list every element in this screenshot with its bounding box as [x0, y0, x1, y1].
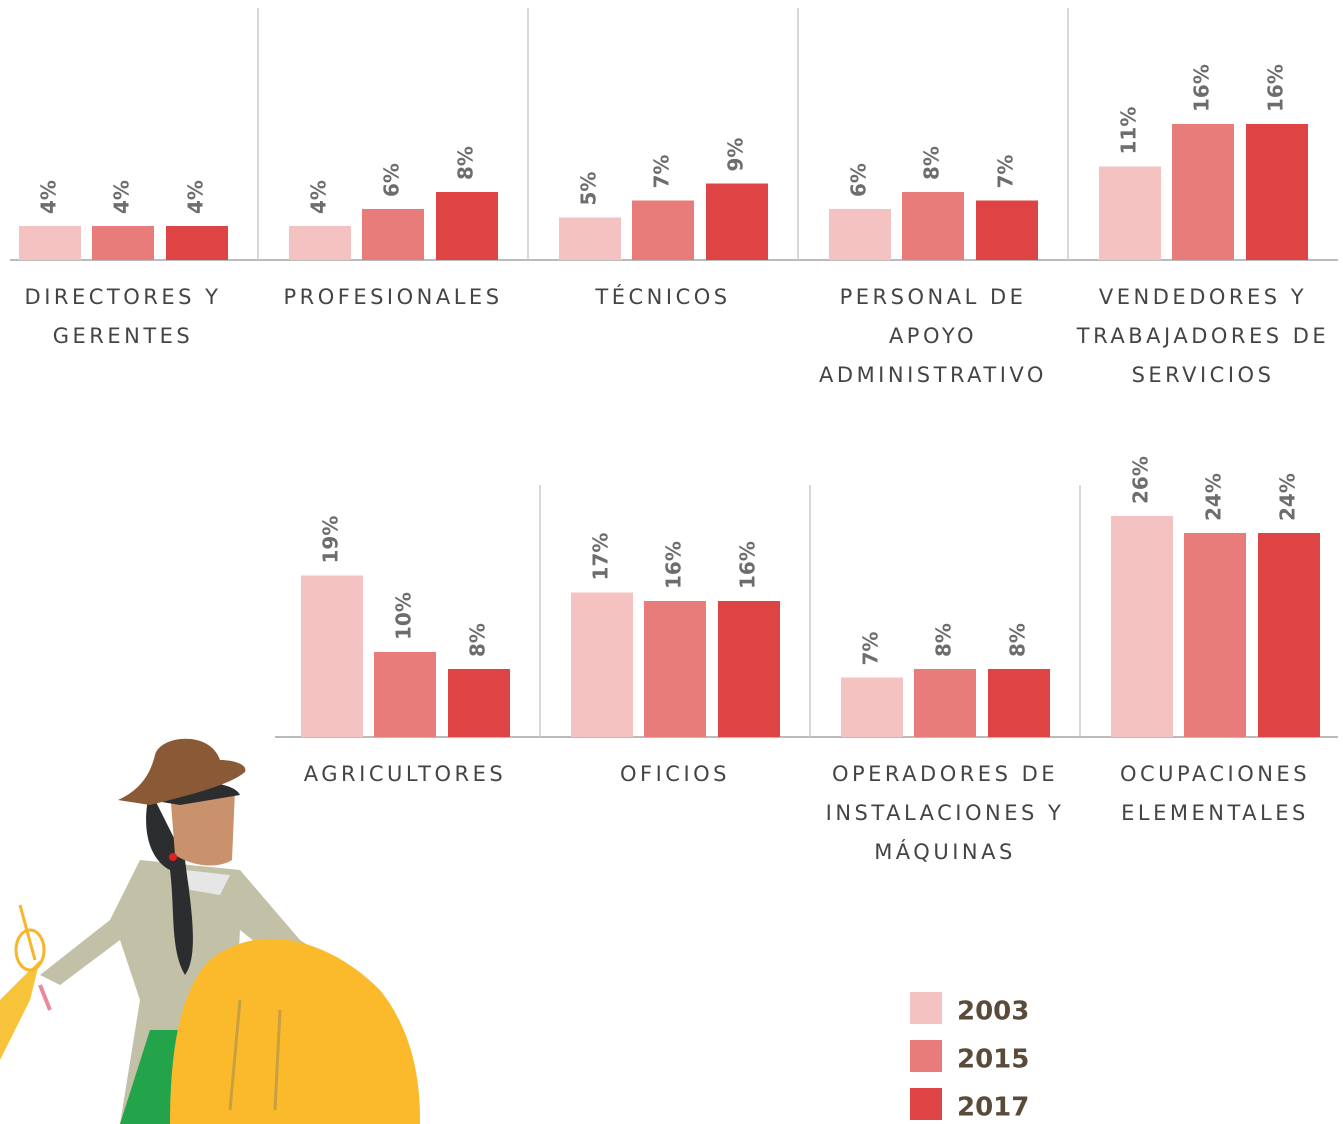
- category-label: OCUPACIONES ELEMENTALES: [1119, 762, 1311, 825]
- bar: [19, 226, 81, 260]
- category-label: VENDEDORES Y TRABAJADORES DE SERVICIOS: [1076, 285, 1330, 387]
- bar: [718, 601, 780, 737]
- value-label: 4%: [307, 180, 331, 214]
- bar: [976, 200, 1038, 260]
- legend-label: 2015: [957, 1045, 1029, 1075]
- value-label: 16%: [662, 541, 686, 589]
- category-label: AGRICULTORES: [303, 762, 507, 786]
- bar: [914, 669, 976, 737]
- bar: [448, 669, 510, 737]
- value-label: 7%: [650, 155, 674, 189]
- value-label: 4%: [184, 180, 208, 214]
- bar: [644, 601, 706, 737]
- bar: [829, 209, 891, 260]
- legend-swatch: [910, 1088, 942, 1120]
- value-label: 24%: [1276, 473, 1300, 521]
- bar: [1246, 124, 1308, 260]
- value-label: 4%: [110, 180, 134, 214]
- value-label: 10%: [392, 592, 416, 640]
- value-label: 7%: [859, 632, 883, 666]
- bar: [559, 217, 621, 260]
- bar: [1258, 533, 1320, 737]
- value-label: 7%: [994, 155, 1018, 189]
- value-label: 4%: [37, 180, 61, 214]
- value-label: 16%: [1190, 64, 1214, 112]
- bar: [902, 192, 964, 260]
- bar: [841, 677, 903, 737]
- bar: [301, 575, 363, 737]
- category-label: OFICIOS: [619, 762, 731, 786]
- bar: [436, 192, 498, 260]
- bar: [362, 209, 424, 260]
- value-label: 8%: [454, 146, 478, 180]
- value-label: 8%: [1006, 623, 1030, 657]
- bar: [1111, 516, 1173, 737]
- value-label: 8%: [466, 623, 490, 657]
- bar: [1172, 124, 1234, 260]
- category-label: DIRECTORES Y GERENTES: [24, 285, 222, 348]
- legend-label: 2003: [957, 997, 1029, 1027]
- bar: [571, 592, 633, 737]
- value-label: 17%: [589, 533, 613, 581]
- value-label: 16%: [1264, 64, 1288, 112]
- value-label: 26%: [1129, 456, 1153, 504]
- category-label: OPERADORES DE INSTALACIONES Y MÁQUINAS: [825, 762, 1065, 864]
- value-label: 19%: [319, 516, 343, 564]
- bar: [92, 226, 154, 260]
- category-label: PERSONAL DE APOYO ADMINISTRATIVO: [819, 285, 1047, 387]
- illustration: [0, 738, 420, 1124]
- value-label: 8%: [920, 146, 944, 180]
- value-label: 6%: [847, 163, 871, 197]
- bar: [1099, 166, 1161, 260]
- legend-swatch: [910, 1040, 942, 1072]
- category-label: PROFESIONALES: [283, 285, 503, 309]
- value-label: 6%: [380, 163, 404, 197]
- value-label: 8%: [932, 623, 956, 657]
- bar: [632, 200, 694, 260]
- bar: [706, 183, 768, 260]
- bar: [988, 669, 1050, 737]
- value-label: 9%: [724, 138, 748, 172]
- value-label: 11%: [1117, 107, 1141, 155]
- value-label: 5%: [577, 172, 601, 206]
- bar: [289, 226, 351, 260]
- bar: [1184, 533, 1246, 737]
- bar: [374, 652, 436, 737]
- legend-swatch: [910, 992, 942, 1024]
- bar: [166, 226, 228, 260]
- value-label: 24%: [1202, 473, 1226, 521]
- category-label: TÉCNICOS: [595, 285, 731, 309]
- legend-label: 2017: [957, 1093, 1029, 1123]
- value-label: 16%: [736, 541, 760, 589]
